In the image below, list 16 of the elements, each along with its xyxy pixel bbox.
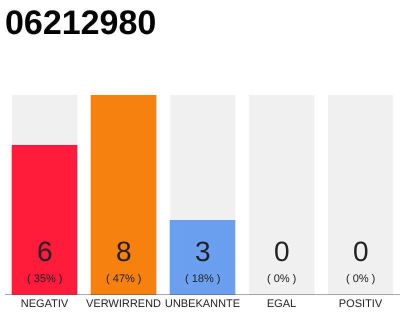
chart-title: 06212980	[5, 4, 156, 42]
annotation: ( 35% )	[27, 273, 62, 285]
annotation: ( 18% )	[185, 273, 220, 285]
annotation: ( 0% )	[267, 273, 296, 285]
data-label: 6	[37, 236, 53, 267]
x-tick-label: NEGATIV	[20, 298, 69, 310]
data-label: 8	[116, 236, 132, 267]
data-label: 0	[353, 236, 369, 267]
x-tick-label: EGAL	[266, 298, 296, 310]
annotation: ( 0% )	[346, 273, 376, 285]
data-label: 0	[274, 236, 290, 267]
x-tick-label: POSITIV	[338, 298, 383, 310]
annotation: ( 47% )	[106, 273, 142, 285]
x-tick-label: UNBEKANNTE	[164, 298, 240, 310]
data-label: 3	[195, 236, 211, 267]
x-tick-label: VERWIRREND	[86, 298, 162, 310]
